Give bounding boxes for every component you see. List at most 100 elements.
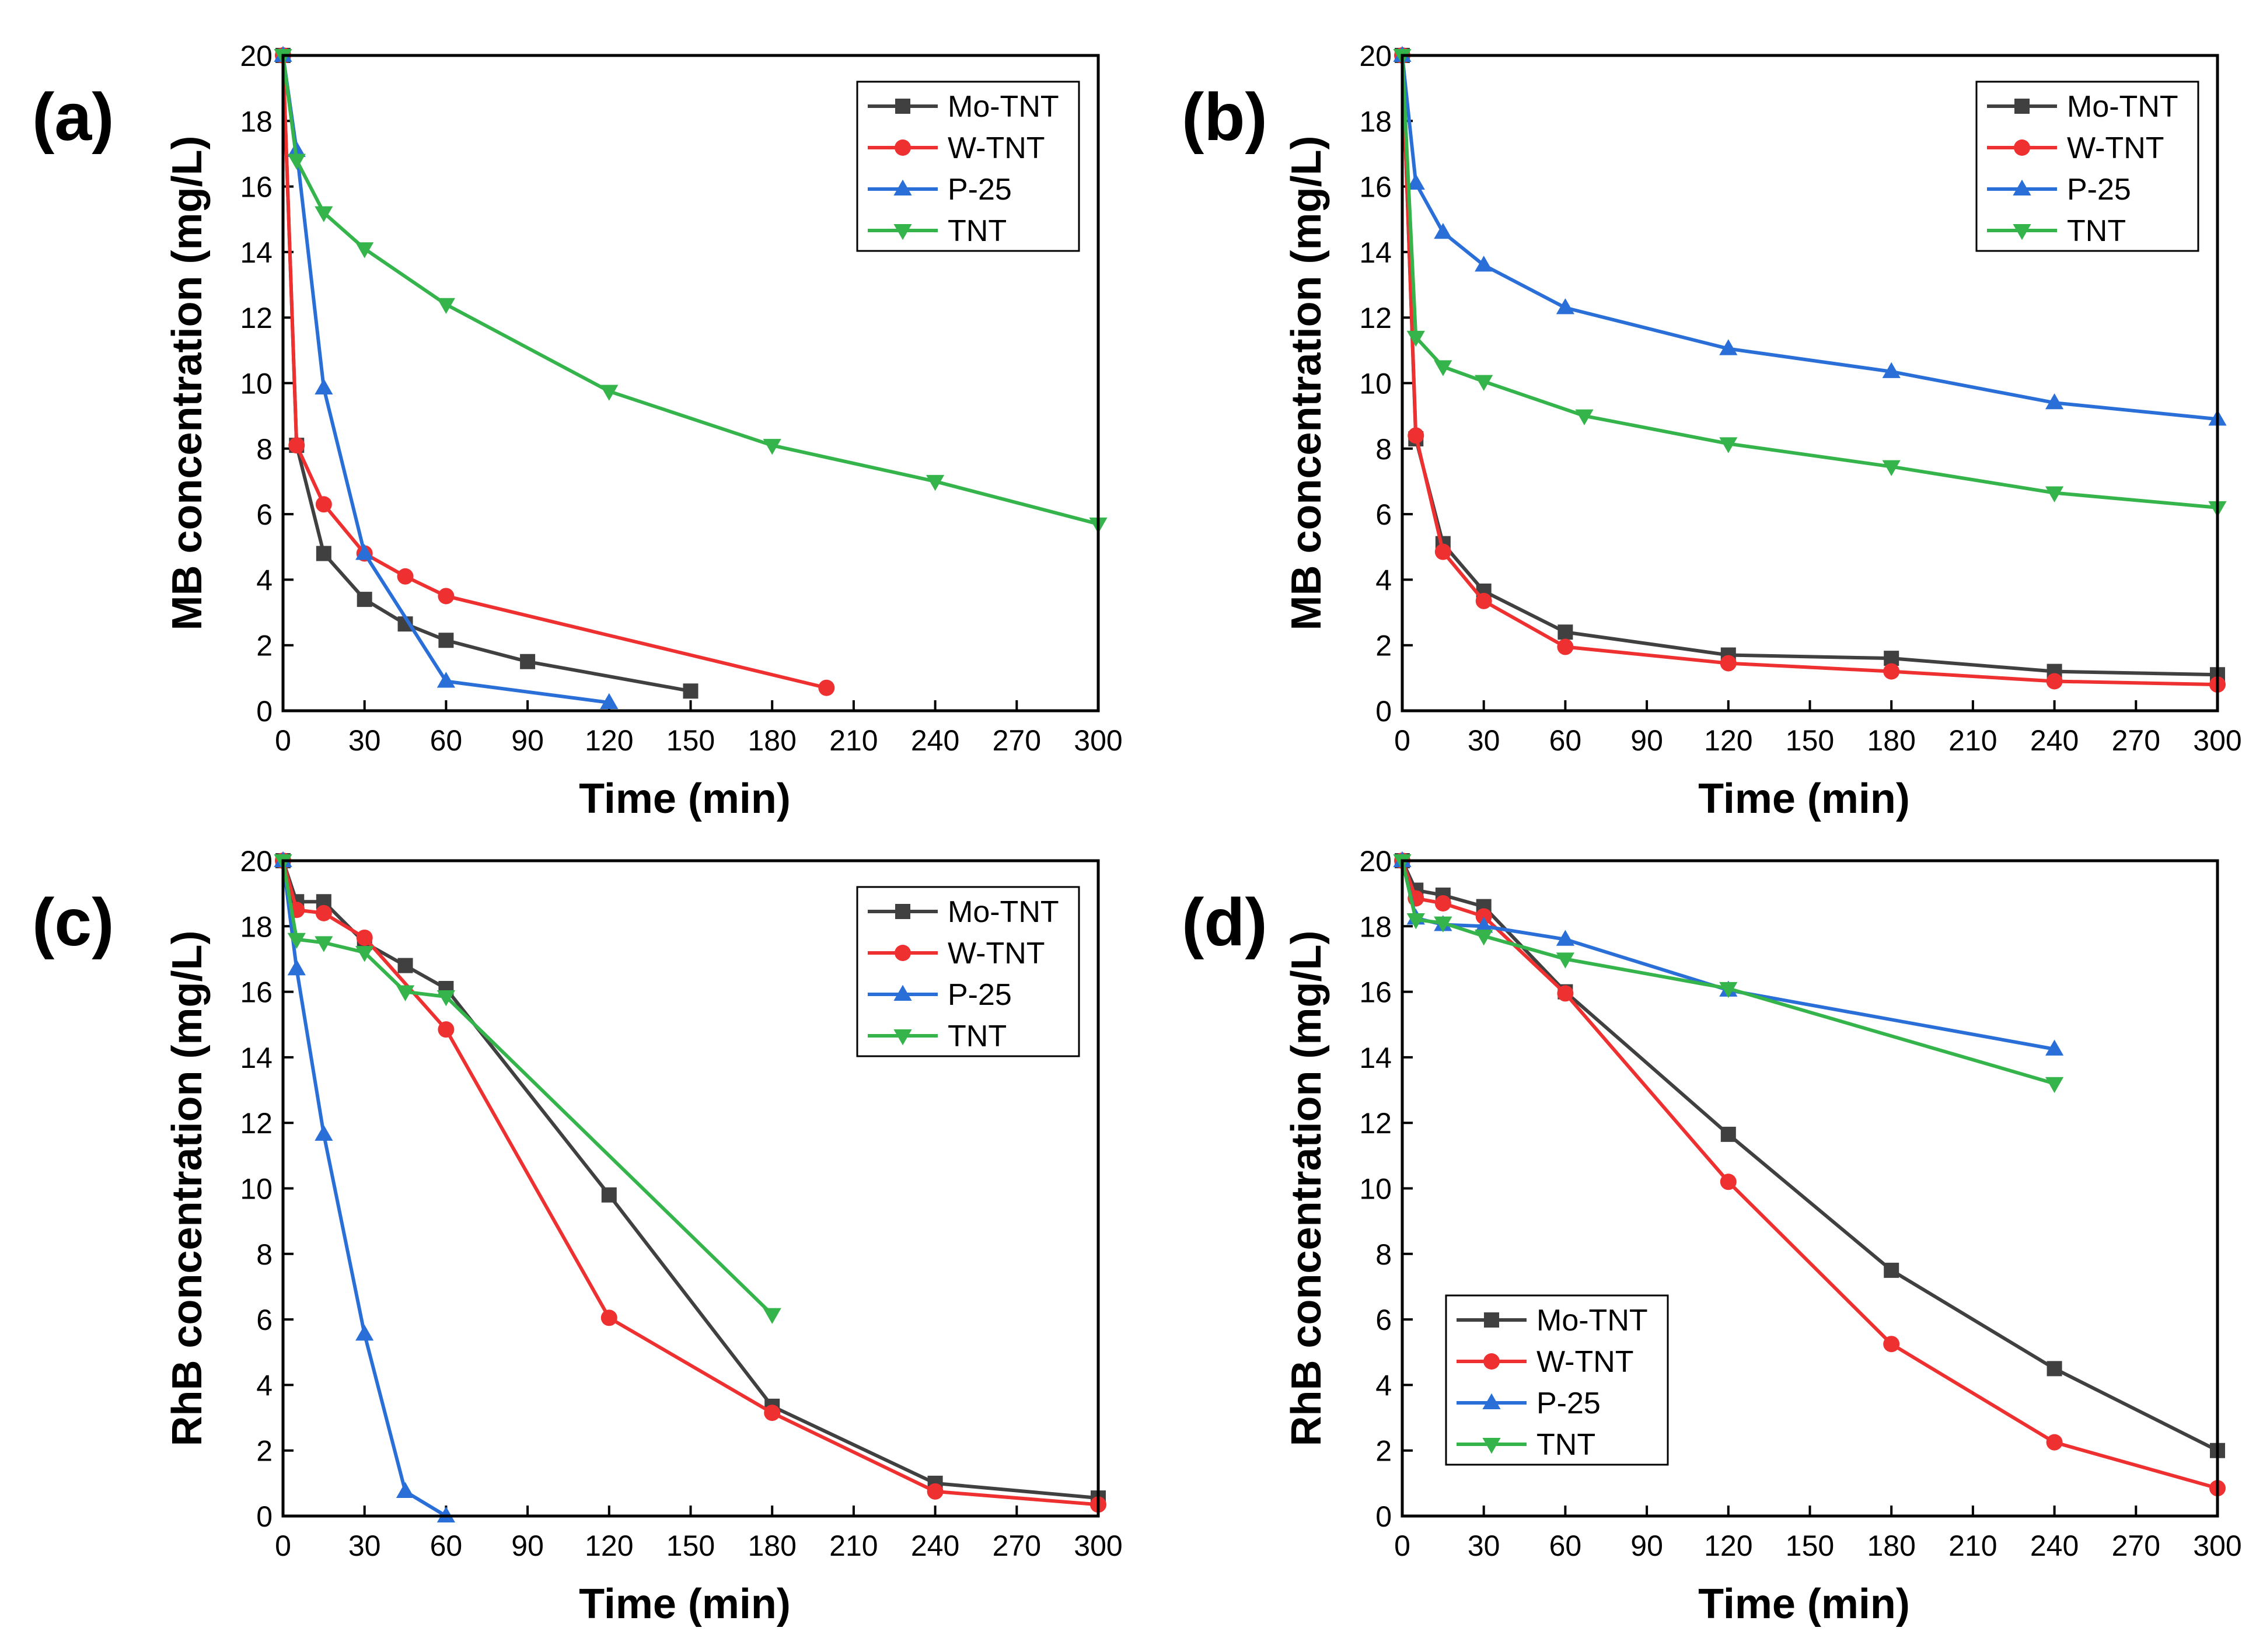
x-tick-label: 60 [1549,1529,1582,1562]
y-tick-label: 16 [240,976,273,1009]
y-tick-label: 4 [256,564,273,596]
data-point-tnt [1475,930,1493,946]
x-axis-title: Time (min) [579,1581,791,1627]
data-point-p-25 [436,1506,455,1523]
data-point-w-tnt [1434,543,1451,560]
y-tick-label: 6 [256,498,273,531]
x-tick-label: 0 [1394,724,1410,757]
x-tick-label: 0 [1394,1529,1410,1562]
legend-box [856,886,1080,1057]
data-point-p-25 [355,1325,374,1341]
x-tick-label: 150 [666,724,715,757]
panel-label: (c) [32,885,114,960]
plot-frame [1401,54,2219,713]
chart-panel-b: (b) 0 30 60 90 120 150 180 210 240 270 300 0 2 4 6 8 10 12… [1182,40,2242,822]
data-point-w-tnt [600,1309,617,1326]
x-tick-label: 90 [511,724,544,757]
series-line-tnt [281,860,774,1316]
data-point-w-tnt [2046,1434,2063,1451]
data-point-w-tnt [315,496,332,513]
legend-label-w-tnt: W-TNT [948,937,1045,970]
x-tick-label: 300 [2193,1529,2241,1562]
chart-panel-d: (d) 0 30 60 90 120 150 180 210 240 270 300 0 2 4 6 8 10 12… [1182,845,2242,1627]
y-tick-label: 8 [1375,1238,1392,1271]
y-tick-label: 20 [240,40,273,72]
y-tick-label: 18 [1359,105,1392,138]
x-tick-label: 30 [1468,724,1500,757]
legend-label-mo-tnt: Mo-TNT [2067,90,2178,124]
y-tick-label: 14 [240,236,273,269]
data-point-w-tnt [288,437,305,454]
data-point-mo-tnt [316,546,331,561]
data-point-w-tnt [764,1405,781,1422]
legend-label-tnt: TNT [2067,214,2126,248]
data-point-tnt [926,474,945,491]
legend-label-tnt: TNT [948,1019,1007,1053]
x-tick-label: 60 [430,1529,463,1562]
y-tick-label: 16 [240,171,273,204]
y-tick-label: 2 [256,1435,273,1468]
x-tick-label: 240 [2030,1529,2079,1562]
data-point-mo-tnt [357,592,372,607]
data-point-mo-tnt [2047,1361,2062,1377]
x-tick-label: 30 [1468,1529,1500,1562]
y-tick-label: 4 [1375,1369,1392,1402]
legend-label-p-25: P-25 [2067,173,2131,207]
data-point-w-tnt [438,588,455,605]
y-axis-title: MB concentration (mg/L) [164,136,211,631]
legend: Mo-TNT W-TNT P-25 TNT [856,886,1080,1057]
y-tick-label: 10 [240,368,273,400]
data-point-p-25 [1406,173,1425,190]
x-tick-label: 180 [748,1529,796,1562]
legend-marker-mo-tnt [895,99,910,114]
series-line-mo-tnt [281,55,692,693]
x-tick-label: 150 [1786,1529,1834,1562]
y-tick-label: 6 [256,1304,273,1336]
legend-label-w-tnt: W-TNT [948,131,1045,165]
y-tick-label: 8 [1375,433,1392,466]
data-point-p-25 [1719,339,1738,355]
x-axis-title: Time (min) [579,776,791,822]
y-tick-label: 8 [256,1238,273,1271]
x-tick-label: 120 [1704,1529,1752,1562]
y-tick-label: 20 [240,845,273,878]
data-point-p-25 [287,959,306,976]
y-tick-label: 20 [1359,845,1392,878]
x-tick-label: 30 [348,724,381,757]
data-point-tnt [763,439,781,455]
legend-box [1975,81,2199,252]
data-point-tnt [396,985,415,1001]
data-point-w-tnt [818,679,835,696]
y-tick-label: 2 [256,630,273,662]
plot-frame [281,859,1100,1518]
y-tick-label: 12 [1359,302,1392,334]
data-point-tnt [315,936,333,952]
data-point-w-tnt [438,1021,455,1038]
y-tick-label: 2 [1375,1435,1392,1468]
y-tick-label: 0 [256,1500,273,1533]
data-point-tnt [436,298,455,314]
data-point-tnt [1406,913,1425,930]
data-point-mo-tnt [683,683,699,699]
x-tick-label: 60 [1549,724,1582,757]
data-point-p-25 [355,544,374,560]
series-line-p-25 [281,55,610,704]
data-point-mo-tnt [1884,1262,1899,1278]
x-tick-label: 90 [511,1529,544,1562]
x-tick-label: 180 [748,724,796,757]
y-tick-label: 0 [1375,1500,1392,1533]
legend-label-tnt: TNT [1536,1428,1595,1462]
x-axis-title: Time (min) [1698,776,1910,822]
legend-label-w-tnt: W-TNT [1536,1345,1634,1379]
legend-marker-tnt [893,1029,912,1046]
data-point-p-25 [2045,393,2064,410]
series-line-tnt [1401,860,2055,1085]
y-tick-label: 18 [240,105,273,138]
data-point-w-tnt [1434,895,1451,911]
data-point-tnt [1406,330,1425,347]
x-tick-label: 270 [2112,724,2160,757]
data-point-tnt [355,242,374,259]
chart-panel-c: (c) 0 30 60 90 120 150 180 210 240 270 300 0 2 4 6 8 10 12… [32,845,1123,1627]
data-point-tnt [1882,460,1901,476]
x-tick-label: 240 [911,1529,959,1562]
